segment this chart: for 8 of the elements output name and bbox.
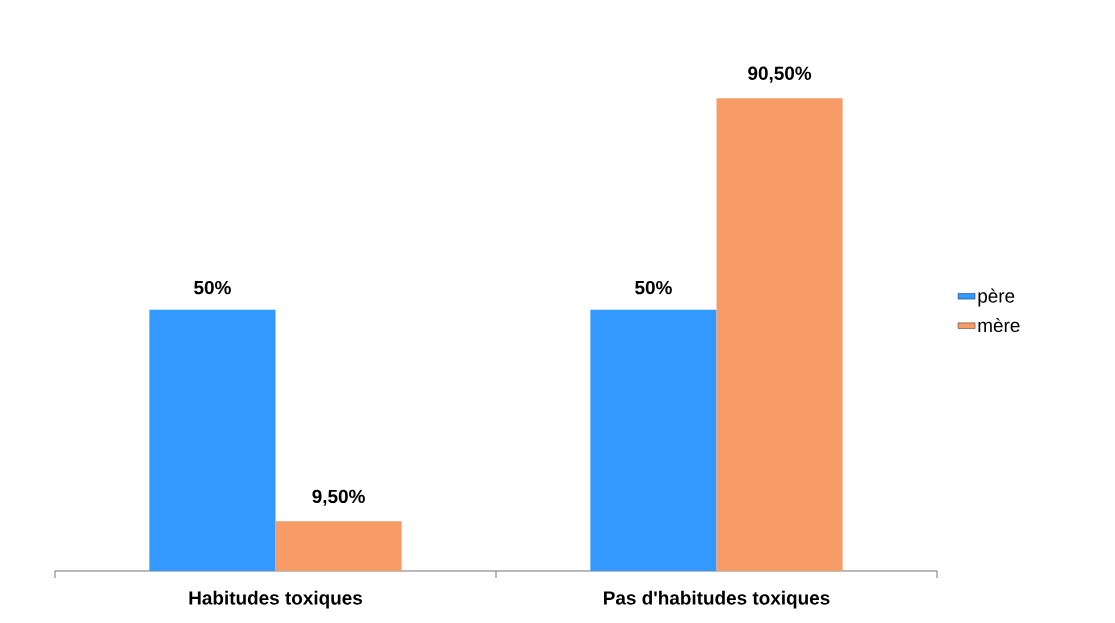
data-label: 9,50% xyxy=(312,489,365,506)
data-label: 90,50% xyxy=(748,66,812,83)
x-tick-label: Habitudes toxiques xyxy=(189,590,363,609)
x-tick-label: Pas d'habitudes toxiques xyxy=(604,590,830,609)
data-label: 50% xyxy=(194,280,231,295)
legend-label: mère xyxy=(978,317,1020,333)
data-label: 50% xyxy=(635,280,672,295)
legend-label: père xyxy=(978,288,1015,307)
